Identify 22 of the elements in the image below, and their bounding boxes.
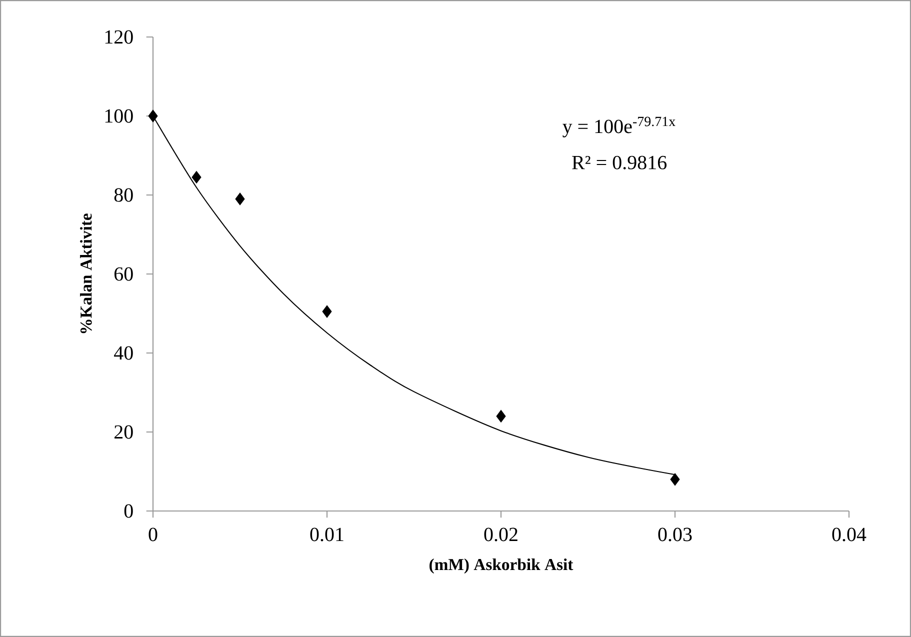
- y-tick-label: 80: [114, 188, 133, 202]
- x-tick-label: 0.02: [484, 528, 518, 542]
- y-tick-label: 60: [114, 267, 133, 281]
- x-tick-label: 0.03: [658, 528, 692, 542]
- annotation: R² = 0.9816: [572, 156, 667, 170]
- x-tick-label: 0.04: [832, 528, 866, 542]
- y-tick-label: 0: [124, 504, 133, 518]
- point: [192, 170, 202, 184]
- point: [235, 192, 245, 206]
- y-tick-label: 20: [114, 425, 133, 439]
- y-axis-title: %Kalan Aktivite: [80, 214, 92, 334]
- y-tick-label: 100: [105, 109, 133, 123]
- x-axis-title: (mM) Askorbik Asit: [430, 558, 574, 574]
- x-tick-label: 0: [148, 528, 158, 542]
- y-tick-label: 120: [105, 30, 133, 44]
- point: [148, 110, 158, 122]
- y-tick-label: 40: [114, 346, 133, 360]
- x-tick-label: 0.01: [310, 528, 344, 542]
- point: [496, 410, 506, 422]
- point: [670, 473, 680, 486]
- annotation: y = 100e$^{-79.71x}$: [562, 116, 676, 138]
- point: [322, 305, 332, 318]
